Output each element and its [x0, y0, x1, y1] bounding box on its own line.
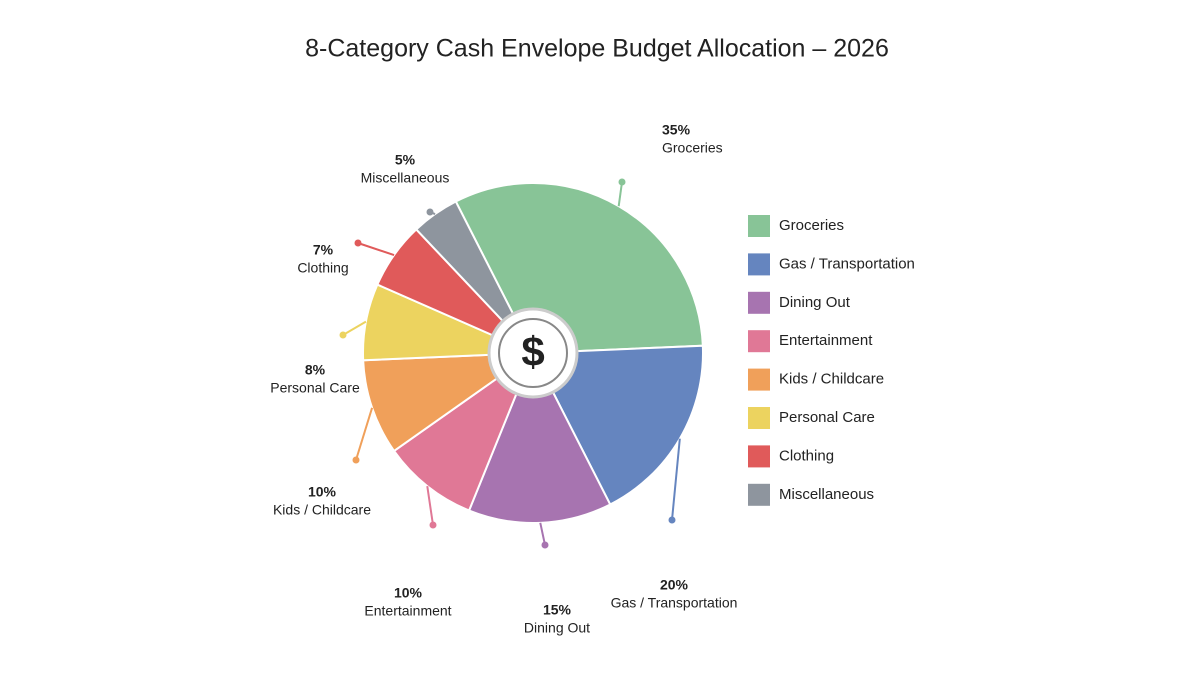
leader-line [357, 242, 395, 256]
data-label-value: 10% [394, 585, 423, 601]
leader-dot [429, 521, 437, 529]
leader-dot [541, 541, 549, 549]
leader-line [342, 320, 367, 336]
center-inner [498, 318, 568, 388]
data-label-name: Kids / Childcare [273, 502, 371, 518]
leader-line [355, 407, 374, 461]
legend-swatch [748, 253, 770, 276]
legend-label: Personal Care [779, 409, 875, 426]
data-label-name: Dining Out [524, 620, 590, 636]
leader-dot [668, 516, 676, 524]
legend-label: Miscellaneous [779, 486, 874, 503]
data-label-name: Entertainment [364, 603, 451, 619]
data-label-value: 8% [305, 362, 326, 378]
legend-label: Clothing [779, 447, 834, 464]
legend-label: Dining Out [779, 294, 851, 311]
pie-slice [414, 200, 534, 354]
legend-swatch [748, 291, 770, 314]
legend-swatch [748, 483, 770, 506]
leader-dot [354, 239, 362, 247]
data-label-value: 35% [662, 122, 691, 138]
data-label-name: Gas / Transportation [611, 595, 738, 611]
data-label-name: Groceries [662, 140, 723, 156]
pie-slice [392, 350, 536, 512]
legend-swatch [748, 445, 770, 468]
data-label-value: 15% [543, 602, 572, 618]
legend-swatch [748, 215, 770, 237]
leader-line [426, 485, 434, 526]
legend-swatch [748, 407, 770, 429]
data-label-value: 20% [660, 577, 689, 593]
leader-line [617, 181, 623, 207]
legend-swatch [748, 330, 770, 353]
leader-dot [618, 178, 626, 186]
center-symbol: $ [521, 328, 544, 375]
legend-label: Kids / Childcare [779, 371, 884, 388]
data-label-name: Miscellaneous [361, 170, 450, 186]
data-label-value: 10% [308, 484, 337, 500]
legend-label: Groceries [779, 217, 844, 234]
leader-dot [352, 456, 360, 464]
chart-title: 8-Category Cash Envelope Budget Allocati… [305, 35, 889, 63]
leader-line [671, 438, 681, 521]
leader-line [539, 522, 546, 546]
data-label-value: 7% [313, 242, 334, 258]
pie-slice [531, 344, 704, 506]
data-label-name: Clothing [297, 260, 348, 276]
leader-dot [339, 331, 347, 339]
legend-swatch [748, 368, 770, 391]
pie-slice [362, 351, 537, 453]
legend-label: Gas / Transportation [779, 255, 915, 272]
data-label-value: 5% [395, 152, 416, 168]
pie-slice [467, 350, 612, 524]
legend-label: Entertainment [779, 332, 873, 349]
leader-dot [426, 208, 434, 216]
data-label-name: Personal Care [270, 380, 360, 396]
